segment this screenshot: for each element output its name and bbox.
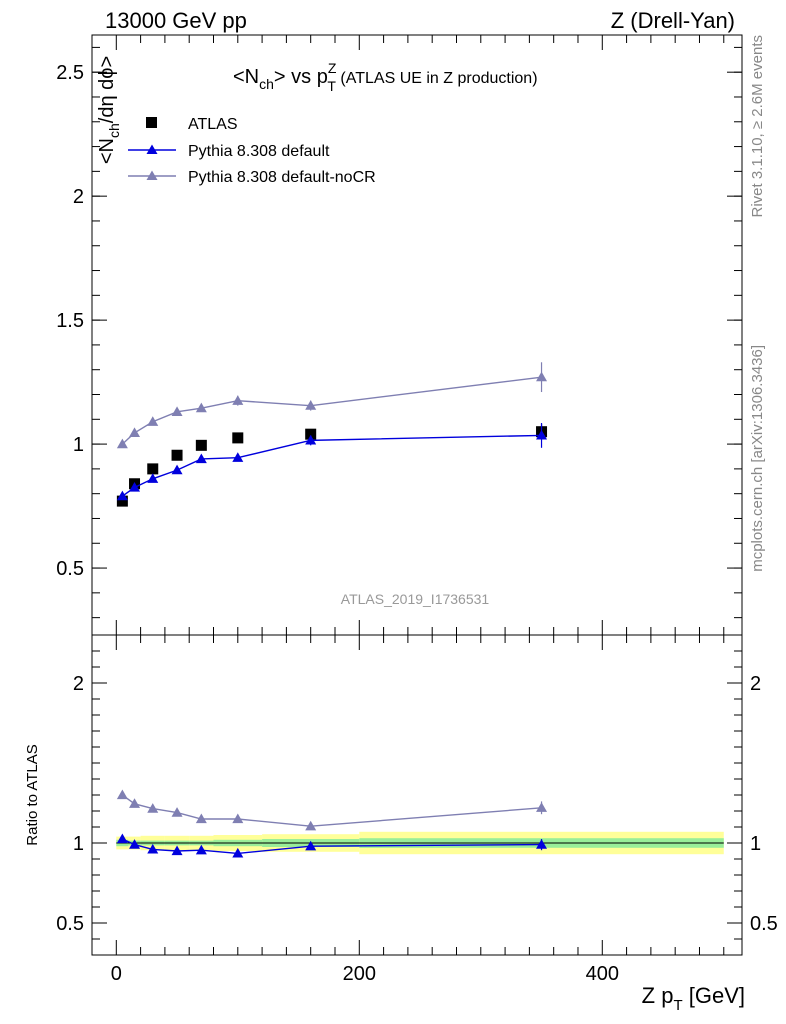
point-pythia-8-308-default — [232, 452, 244, 462]
ratio-point-pythia-8-308-default-nocr — [147, 803, 159, 813]
title-part-main: <N — [233, 66, 259, 88]
ratio-y-label: Ratio to ATLAS — [24, 744, 41, 845]
main-panel: 0.511.522.5 <Nch> vs pZ T (ATLAS UE in Z … — [56, 34, 743, 636]
x-tick-label: 200 — [343, 963, 376, 985]
point-atlas — [232, 432, 244, 444]
ratio-point-pythia-8-308-default-nocr — [536, 802, 548, 812]
ylabel-part-b: ch — [106, 123, 122, 138]
legend: ATLAS Pythia 8.308 default Pythia 8.308 … — [128, 116, 376, 186]
ratio-point-pythia-8-308-default — [129, 839, 141, 849]
point-atlas — [195, 439, 207, 451]
series-line-pythia-8-308-default — [121, 434, 542, 497]
point-atlas — [116, 495, 128, 507]
ratio-point-pythia-8-308-default — [116, 833, 128, 844]
analysis-tag: ATLAS_2019_I1736531 — [341, 591, 490, 607]
ratio-point-pythia-8-308-default — [195, 844, 207, 855]
point-pythia-8-308-default — [116, 490, 128, 501]
x-tick-label: 400 — [586, 963, 619, 985]
title-tail: (ATLAS UE in Z production) — [336, 70, 538, 87]
y-tick-label-right: 1 — [750, 833, 761, 855]
point-pythia-8-308-default — [147, 473, 159, 483]
x-tick-label: 0 — [111, 963, 122, 985]
ratio-point-pythia-8-308-default-nocr — [116, 789, 128, 800]
point-pythia-8-308-default — [171, 464, 183, 475]
main-y-label: <Nch/dη dϕ> — [96, 56, 122, 164]
ratio-series — [116, 789, 548, 858]
y-tick-label: 2 — [73, 186, 84, 208]
legend-label-nocr: Pythia 8.308 default-noCR — [188, 169, 376, 186]
ratio-frame — [91, 634, 743, 956]
series-line-pythia-8-308-default-nocr — [121, 376, 542, 445]
ylabel-part-a: <N — [96, 138, 118, 164]
y-tick-label: 1 — [73, 434, 84, 456]
point-atlas — [171, 449, 183, 461]
point-pythia-8-308-default-nocr — [116, 438, 128, 449]
y-tick-label: 0.5 — [56, 913, 84, 935]
point-pythia-8-308-default — [536, 429, 548, 440]
ratio-axis-ticks: 0.5 0.5 1 1 2 2 0 200 400 — [56, 635, 778, 985]
title-sup-z: Z — [328, 60, 337, 76]
ratio-point-pythia-8-308-default-nocr — [171, 807, 183, 817]
point-pythia-8-308-default-nocr — [195, 402, 207, 413]
point-pythia-8-308-default-nocr — [305, 400, 317, 410]
title-sub-t: T — [327, 78, 336, 94]
ratio-point-pythia-8-308-default — [147, 843, 159, 854]
legend-marker-nocr — [146, 170, 158, 180]
ratio-point-pythia-8-308-default — [171, 845, 183, 856]
plot-title: <Nch> vs pZ T (ATLAS UE in Z production) — [233, 60, 538, 94]
ratio-point-pythia-8-308-default — [232, 847, 244, 858]
point-atlas — [147, 463, 159, 475]
mcplots-label: mcplots.cern.ch [arXiv:1306.3436] — [749, 345, 766, 572]
beam-info: 13000 GeV pp — [105, 8, 247, 33]
point-pythia-8-308-default-nocr — [536, 371, 548, 382]
point-pythia-8-308-default-nocr — [232, 395, 244, 405]
point-pythia-8-308-default-nocr — [171, 406, 183, 416]
ratio-point-pythia-8-308-default-nocr — [305, 820, 317, 831]
ratio-point-pythia-8-308-default-nocr — [195, 813, 207, 824]
main-axis-ticks: 0.5 1 1.5 2 2.5 — [56, 35, 742, 635]
point-pythia-8-308-default — [305, 434, 317, 445]
title-sub-ch: ch — [259, 76, 274, 92]
y-tick-label: 2.5 — [56, 62, 84, 84]
xlabel-part-a: Z p — [642, 983, 674, 1008]
main-series — [116, 362, 548, 507]
y-tick-label-right: 0.5 — [750, 913, 778, 935]
ratio-point-pythia-8-308-default — [536, 839, 548, 849]
y-tick-label-right: 2 — [750, 673, 761, 695]
y-tick-label: 0.5 — [56, 558, 84, 580]
y-tick-label: 1 — [73, 833, 84, 855]
legend-marker-default — [146, 144, 158, 154]
legend-marker-atlas — [146, 117, 157, 128]
point-pythia-8-308-default-nocr — [129, 427, 141, 438]
legend-label-default: Pythia 8.308 default — [188, 143, 330, 160]
legend-label-atlas: ATLAS — [188, 116, 238, 133]
process-label: Z (Drell-Yan) — [611, 8, 735, 33]
ylabel-part-c: /dη dϕ> — [96, 56, 118, 123]
ratio-point-pythia-8-308-default-nocr — [232, 813, 244, 824]
ratio-line-pythia-8-308-default-nocr — [121, 794, 542, 827]
point-pythia-8-308-default-nocr — [147, 416, 159, 426]
x-axis-label: Z pT [GeV] — [642, 983, 745, 1014]
xlabel-part-c: [GeV] — [683, 983, 745, 1008]
ratio-point-pythia-8-308-default-nocr — [129, 798, 141, 808]
rivet-label: Rivet 3.1.10, ≥ 2.6M events — [749, 35, 766, 218]
ratio-point-pythia-8-308-default — [305, 840, 317, 851]
ratio-panel: 0.5 0.5 1 1 2 2 0 200 400 Ratio to ATLAS Z pT [G… — [24, 634, 778, 1014]
y-tick-label: 1.5 — [56, 310, 84, 332]
point-pythia-8-308-default — [129, 481, 141, 492]
xlabel-part-b: T — [673, 997, 682, 1014]
point-atlas — [305, 428, 317, 440]
point-pythia-8-308-default — [195, 453, 207, 464]
y-tick-label: 2 — [73, 673, 84, 695]
title-part-mid: > vs p — [274, 66, 328, 88]
